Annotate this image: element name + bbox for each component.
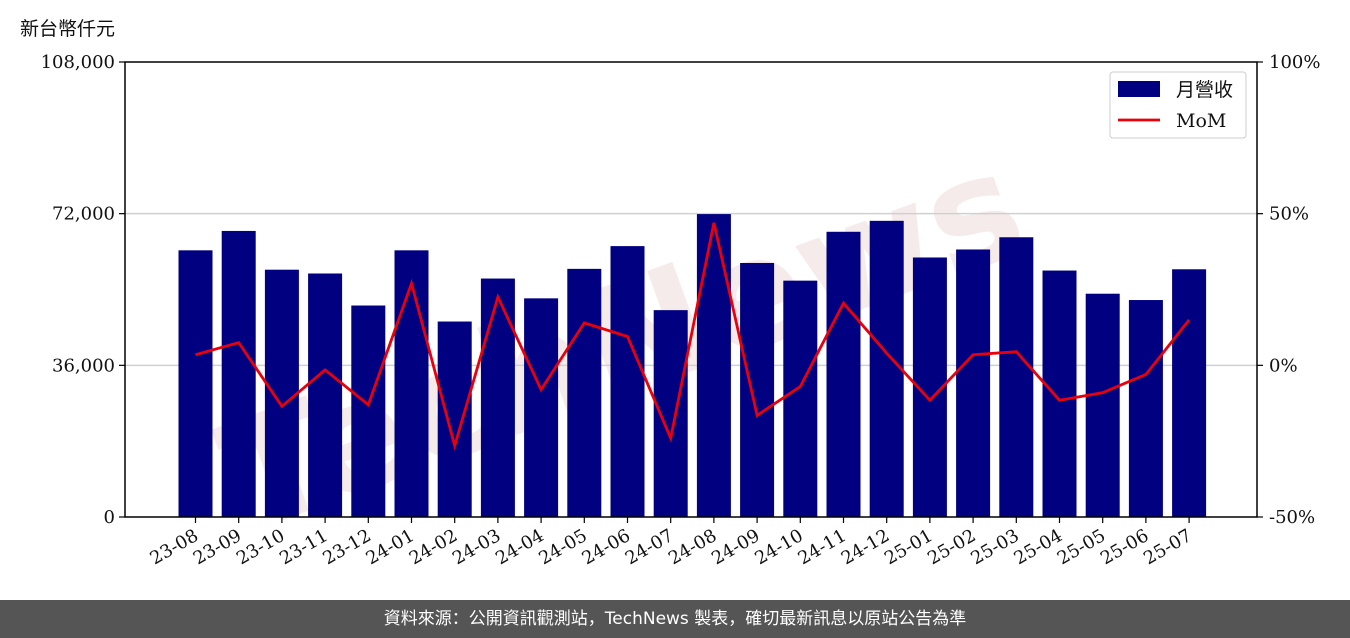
left-tick-label: 108,000 bbox=[41, 52, 115, 73]
bar-24-05 bbox=[567, 268, 602, 517]
bar-24-10 bbox=[783, 280, 818, 517]
x-tick-label: 25-04 bbox=[1011, 525, 1066, 569]
bar-23-09 bbox=[221, 230, 256, 517]
x-tick-label: 25-07 bbox=[1140, 525, 1195, 569]
bar-24-03 bbox=[480, 278, 515, 517]
x-tick-label: 24-01 bbox=[363, 525, 418, 569]
x-tick-label: 23-08 bbox=[147, 525, 202, 569]
left-tick-label: 72,000 bbox=[52, 204, 115, 225]
bar-23-12 bbox=[351, 305, 386, 517]
bar-25-07 bbox=[1172, 269, 1207, 517]
bar-25-03 bbox=[999, 237, 1034, 517]
legend: 月營收 MoM bbox=[1109, 71, 1247, 139]
bar-25-05 bbox=[1085, 293, 1120, 517]
legend-label-revenue: 月營收 bbox=[1176, 79, 1233, 101]
bar-23-11 bbox=[308, 273, 343, 517]
footer-source-note: 資料來源：公開資訊觀測站，TechNews 製表，確切最新訊息以原站公告為準 bbox=[0, 600, 1350, 638]
x-tick-label: 24-09 bbox=[708, 525, 763, 569]
x-tick-label: 24-06 bbox=[579, 525, 634, 569]
x-tick-label: 25-01 bbox=[881, 525, 936, 569]
left-tick-label: 36,000 bbox=[52, 355, 115, 376]
x-tick-label: 24-03 bbox=[449, 525, 504, 569]
mom-line bbox=[195, 222, 1191, 451]
bar-24-09 bbox=[740, 262, 775, 517]
bar-24-08 bbox=[696, 214, 731, 518]
x-tick-label: 23-09 bbox=[190, 525, 245, 569]
x-tick-label: 24-05 bbox=[535, 525, 590, 569]
x-tick-label: 24-08 bbox=[665, 525, 720, 569]
right-axis-ticks: -50% 0% 50% 100% bbox=[1257, 52, 1320, 528]
left-axis-ticks: 0 36,000 72,000 108,000 bbox=[41, 52, 125, 528]
x-tick-label: 24-11 bbox=[795, 525, 850, 569]
right-tick-label: 100% bbox=[1269, 52, 1320, 73]
x-tick-label: 25-05 bbox=[1054, 525, 1109, 569]
bar-24-02 bbox=[437, 321, 472, 517]
x-tick-label: 25-03 bbox=[967, 525, 1022, 569]
x-tick-label: 24-04 bbox=[492, 525, 547, 569]
x-tick-label: 24-02 bbox=[406, 525, 461, 569]
left-tick-label: 0 bbox=[104, 507, 115, 528]
bar-24-01 bbox=[394, 250, 429, 517]
x-tick-label: 24-12 bbox=[838, 525, 893, 569]
bar-24-06 bbox=[610, 246, 645, 517]
right-tick-label: -50% bbox=[1269, 507, 1315, 528]
x-tick-label: 25-06 bbox=[1097, 525, 1152, 569]
x-tick-label: 24-10 bbox=[751, 525, 806, 569]
right-tick-label: 50% bbox=[1269, 204, 1309, 225]
legend-bar-swatch bbox=[1118, 81, 1160, 97]
legend-label-mom: MoM bbox=[1176, 110, 1226, 132]
bar-25-06 bbox=[1128, 300, 1163, 517]
x-tick-label: 24-07 bbox=[622, 525, 677, 569]
bar-24-11 bbox=[826, 231, 861, 517]
bar-24-04 bbox=[524, 298, 559, 517]
bar-23-08 bbox=[178, 250, 213, 517]
y-axis-unit-label: 新台幣仟元 bbox=[20, 18, 116, 40]
bar-25-02 bbox=[956, 249, 991, 517]
plot-frame bbox=[124, 61, 1258, 518]
bar-24-12 bbox=[869, 220, 904, 517]
x-tick-label: 25-02 bbox=[924, 525, 979, 569]
right-tick-label: 0% bbox=[1269, 355, 1298, 376]
bar-25-04 bbox=[1042, 270, 1077, 517]
bar-23-10 bbox=[264, 269, 299, 517]
